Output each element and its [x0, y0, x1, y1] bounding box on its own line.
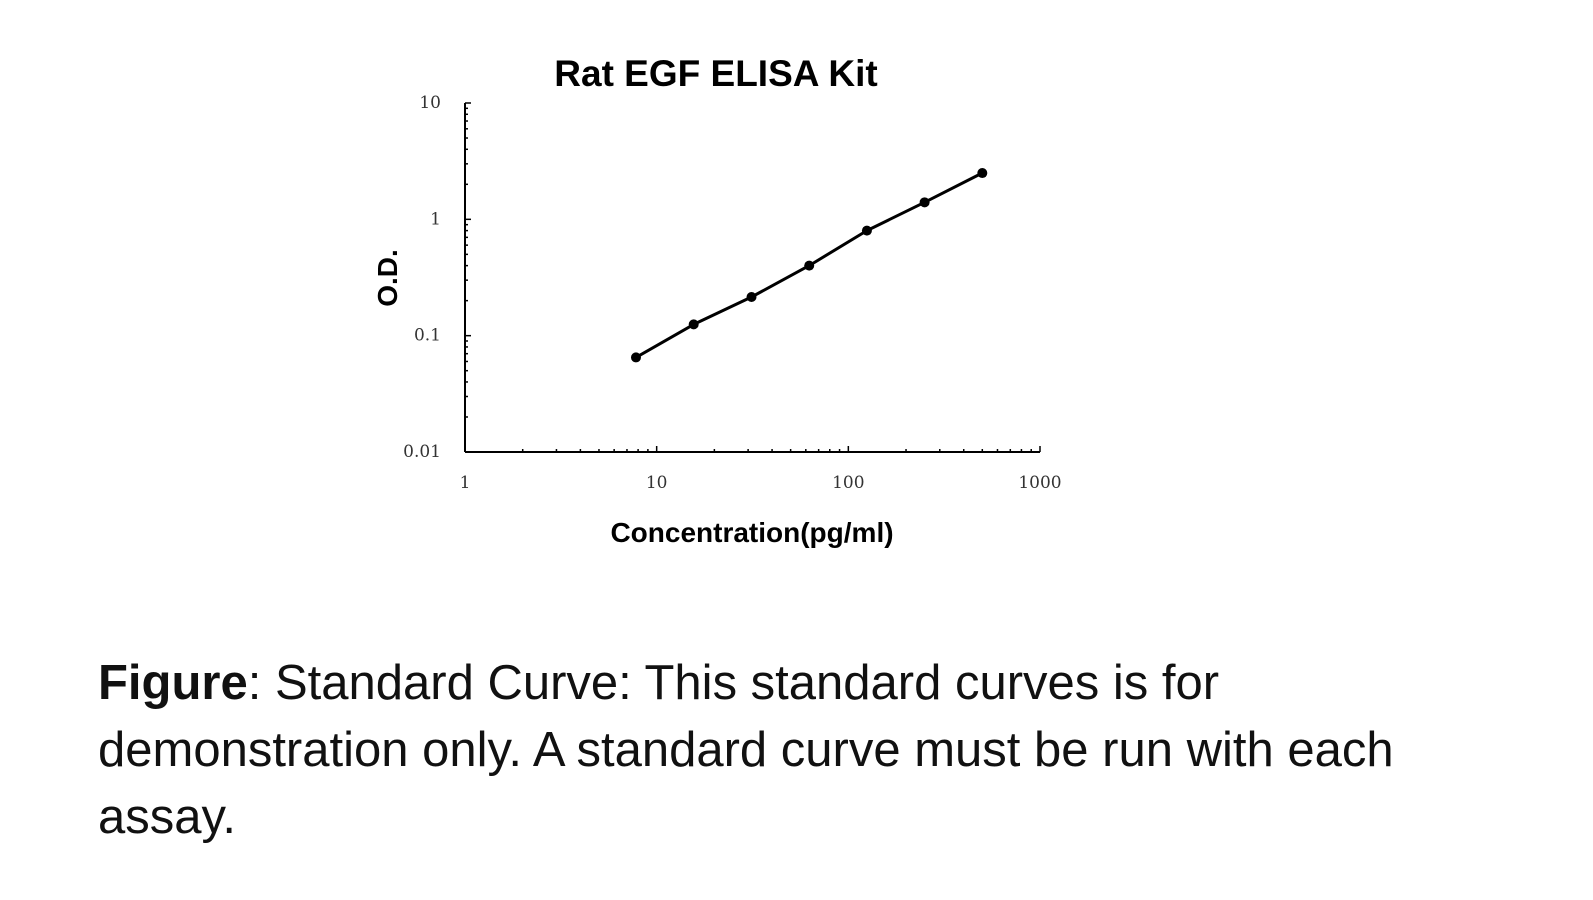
data-point — [977, 168, 988, 179]
axes — [464, 103, 1040, 453]
x-axis-label: Concentration(pg/ml) — [610, 517, 893, 548]
standard-curve-chart: Rat EGF ELISA Kit 1 10 100 1000 0.01 0.1 1 10 C… — [372, 53, 1062, 548]
data-point — [630, 352, 641, 363]
data-point — [746, 291, 757, 302]
data-point — [688, 319, 699, 330]
y-axis-label: O.D. — [372, 249, 403, 307]
y-tick-label: 10 — [419, 93, 441, 113]
axis-ticks: 1 10 100 1000 0.01 0.1 1 10 — [403, 93, 1061, 493]
data-point — [919, 197, 930, 208]
x-tick-label: 10 — [646, 473, 668, 493]
chart-title: Rat EGF ELISA Kit — [554, 53, 877, 94]
series-layer — [630, 168, 988, 363]
data-point — [804, 260, 815, 271]
caption-lead: Figure — [98, 656, 248, 710]
figure-caption: Figure: Standard Curve: This standard cu… — [98, 650, 1458, 851]
data-point — [861, 225, 872, 236]
y-tick-label: 0.01 — [403, 442, 441, 462]
y-tick-label: 0.1 — [414, 326, 441, 346]
x-tick-label: 1 — [460, 473, 471, 493]
y-tick-label: 1 — [430, 209, 441, 229]
caption-text: : Standard Curve: This standard curves i… — [98, 656, 1394, 844]
x-tick-label: 100 — [832, 473, 864, 493]
x-tick-label: 1000 — [1018, 473, 1061, 493]
